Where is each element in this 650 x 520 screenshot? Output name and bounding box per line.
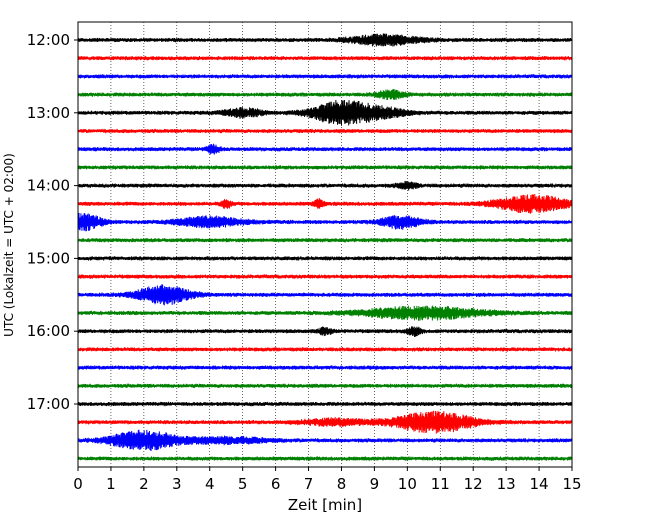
trace-1315 — [77, 128, 573, 134]
x-tick-label-3: 3 — [172, 475, 182, 493]
x-tick-label-0: 0 — [73, 475, 83, 493]
trace-1330 — [77, 143, 573, 155]
x-tick-label-9: 9 — [370, 475, 380, 493]
y-axis-title: UTC (Lokalzeit = UTC + 02:00) — [2, 153, 16, 337]
x-tick-label-5: 5 — [238, 475, 248, 493]
y-tick-label-17:00: 17:00 — [27, 395, 70, 413]
seismogram-traces — [77, 33, 573, 461]
x-tick-label-6: 6 — [271, 475, 281, 493]
y-tick-label-14:00: 14:00 — [27, 177, 70, 195]
trace-1345 — [77, 165, 573, 170]
trace-1515 — [77, 274, 573, 279]
trace-1715 — [77, 410, 573, 434]
y-tick-label-13:00: 13:00 — [27, 104, 70, 122]
plot-frame — [77, 21, 573, 468]
x-axis-ticks: 0 1 2 3 4 5 6 7 8 9 10 11 12 13 14 15 — [73, 467, 582, 493]
x-tick-label-1: 1 — [106, 475, 116, 493]
x-tick-label-10: 10 — [398, 475, 417, 493]
x-tick-label-11: 11 — [431, 475, 450, 493]
trace-1430 — [77, 212, 573, 232]
trace-1415 — [77, 193, 573, 214]
x-axis-title: Zeit [min] — [288, 496, 362, 514]
trace-1645 — [77, 383, 573, 389]
x-tick-label-12: 12 — [464, 475, 483, 493]
y-tick-label-15:00: 15:00 — [27, 249, 70, 267]
trace-1730 — [77, 429, 573, 451]
x-tick-label-13: 13 — [497, 475, 516, 493]
x-tick-label-15: 15 — [562, 475, 581, 493]
trace-1445 — [77, 237, 573, 243]
vertical-gridlines — [110, 22, 540, 467]
y-axis-ticks: 12:00 13:00 14:00 15:00 16:00 17:00 — [27, 31, 78, 413]
x-tick-label-2: 2 — [139, 475, 149, 493]
trace-1530 — [77, 284, 573, 306]
trace-1400 — [77, 180, 573, 191]
x-tick-label-7: 7 — [304, 475, 314, 493]
trace-1600 — [77, 326, 573, 338]
y-tick-label-12:00: 12:00 — [27, 31, 70, 49]
trace-1215 — [77, 55, 573, 61]
y-tick-label-16:00: 16:00 — [27, 322, 70, 340]
trace-1700 — [77, 401, 573, 407]
trace-1300 — [77, 99, 573, 126]
trace-1200 — [77, 33, 573, 47]
x-tick-label-14: 14 — [530, 475, 549, 493]
x-tick-label-4: 4 — [205, 475, 215, 493]
trace-1500 — [77, 256, 573, 261]
trace-1630 — [77, 365, 573, 370]
trace-1545 — [77, 305, 573, 321]
trace-1745 — [77, 456, 573, 461]
trace-1230 — [77, 74, 573, 79]
trace-1615 — [77, 347, 573, 352]
x-tick-label-8: 8 — [337, 475, 347, 493]
trace-1245 — [77, 89, 573, 100]
